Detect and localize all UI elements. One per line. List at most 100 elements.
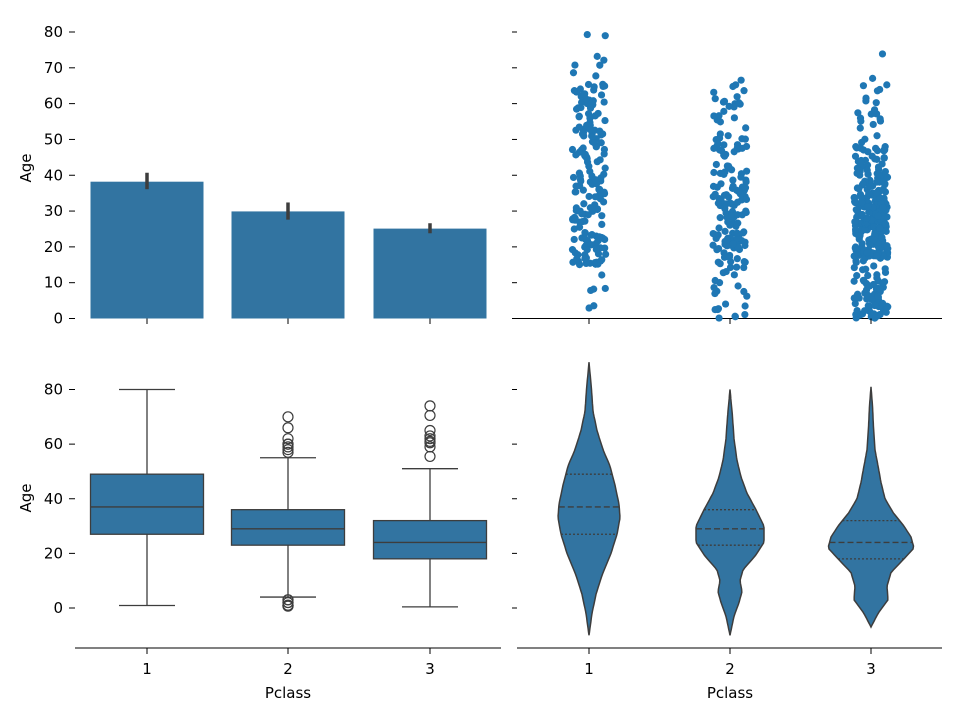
- strip-point: [873, 87, 882, 95]
- strip-point: [595, 233, 603, 241]
- strip-point: [878, 50, 887, 58]
- strip-point: [879, 252, 888, 260]
- strip-point: [576, 172, 584, 180]
- strip-point: [874, 163, 883, 171]
- strip-point: [601, 32, 609, 40]
- box-plot-panel: 0 20 40 60 80 1 2 3: [44, 381, 501, 678]
- strip-point: [872, 144, 880, 152]
- strip-point: [857, 159, 865, 167]
- strip-point: [857, 193, 865, 201]
- strip-point: [734, 187, 743, 195]
- strip-point: [568, 145, 577, 154]
- strip-point: [583, 245, 591, 254]
- strip-plot-panel: [512, 30, 942, 324]
- strip-point: [880, 147, 888, 155]
- strip-point: [859, 276, 867, 284]
- strip-point: [715, 112, 723, 120]
- strip-point: [864, 302, 872, 310]
- violin-xlabel: Pclass: [707, 684, 753, 702]
- strip-point: [572, 182, 580, 190]
- strip-point: [598, 220, 606, 228]
- strip-point: [864, 170, 872, 178]
- strip-point: [740, 87, 748, 95]
- bar-ytick-label: 20: [44, 238, 63, 256]
- strip-point: [576, 85, 584, 93]
- strip-point: [865, 189, 873, 197]
- strip-point: [742, 178, 750, 186]
- strip-point: [577, 103, 585, 112]
- strip-point: [593, 52, 601, 60]
- bar-ytick-label: 80: [44, 23, 63, 41]
- strip-point: [595, 185, 603, 194]
- strip-point: [721, 227, 729, 235]
- strip-point: [732, 222, 740, 230]
- box-outlier: [424, 409, 436, 422]
- strip-point: [724, 132, 732, 140]
- strip-point: [883, 173, 892, 181]
- strip-point: [861, 307, 869, 315]
- strip-point: [586, 114, 594, 122]
- strip-point: [573, 255, 581, 263]
- strip-point: [741, 135, 749, 143]
- strip-point: [864, 271, 872, 280]
- box-xtick-label: 3: [425, 660, 435, 678]
- box-1: [89, 473, 205, 535]
- box-outlier: [424, 400, 436, 412]
- strip-point: [723, 242, 731, 250]
- strip-point: [871, 301, 879, 309]
- strip-point: [572, 204, 580, 212]
- strip-point: [575, 123, 583, 131]
- strip-point: [867, 295, 876, 304]
- strip-point: [873, 178, 881, 186]
- box-xtick-label: 2: [283, 660, 293, 678]
- strip-point: [853, 169, 861, 177]
- violin-plot-panel: 1 2 3: [512, 362, 942, 678]
- strip-point: [729, 82, 737, 91]
- strip-point: [876, 285, 884, 293]
- strip-point: [733, 255, 741, 263]
- strip-point: [713, 246, 721, 254]
- strip-point: [599, 82, 607, 91]
- strip-point: [586, 125, 594, 134]
- strip-point: [873, 252, 881, 260]
- strip-point: [883, 242, 891, 250]
- strip-point: [720, 141, 728, 149]
- bar-ytick-label: 40: [44, 166, 63, 184]
- strip-point: [587, 241, 596, 249]
- strip-point: [733, 198, 742, 206]
- strip-point: [879, 185, 887, 193]
- strip-point: [736, 100, 744, 108]
- strip-point: [711, 230, 719, 239]
- strip-point: [870, 235, 878, 244]
- strip-point: [575, 113, 583, 121]
- violin-xtick-label: 1: [584, 660, 594, 678]
- box-ylabel: Age: [17, 483, 35, 512]
- strip-point: [581, 150, 589, 158]
- strip-point: [881, 167, 889, 176]
- box-2: [230, 509, 346, 546]
- strip-point: [731, 312, 739, 320]
- strip-point: [734, 282, 742, 290]
- strip-point: [874, 212, 882, 220]
- strip-point: [742, 207, 750, 215]
- strip-point: [718, 147, 726, 155]
- strip-point: [723, 236, 731, 244]
- strip-point: [857, 117, 865, 125]
- strip-point: [854, 232, 863, 240]
- strip-point: [728, 212, 736, 220]
- strip-point: [850, 277, 858, 285]
- strip-point: [580, 200, 588, 208]
- strip-point: [851, 244, 859, 252]
- strip-point: [716, 214, 724, 222]
- strip-point: [579, 186, 587, 194]
- strip-point: [592, 143, 600, 151]
- strip-point: [882, 308, 890, 316]
- strip-point: [733, 234, 741, 243]
- strip-point: [570, 235, 578, 244]
- strip-point: [851, 197, 859, 206]
- strip-point: [712, 160, 720, 169]
- strip-point: [584, 211, 592, 219]
- box-outlier: [282, 596, 294, 609]
- strip-point: [711, 289, 719, 298]
- strip-point: [871, 314, 879, 322]
